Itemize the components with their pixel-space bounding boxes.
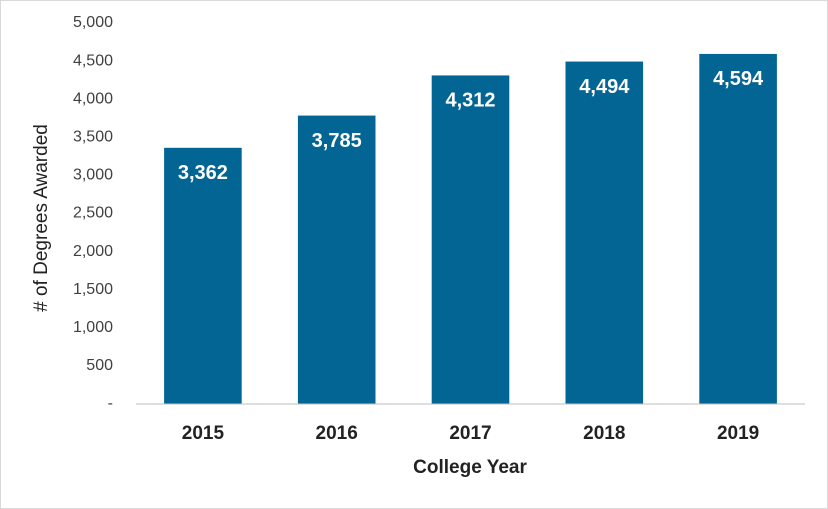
value-label: 3,785 (312, 130, 362, 152)
y-tick-label: 3,000 (73, 167, 113, 184)
bar (297, 115, 376, 404)
value-label: 3,362 (178, 162, 228, 184)
value-label: 4,494 (579, 76, 630, 98)
y-tick-label: 4,500 (73, 52, 113, 69)
x-tick-label: 2015 (182, 423, 225, 444)
y-tick-label: - (108, 395, 113, 412)
bar (164, 147, 242, 404)
x-tick-label: 2017 (449, 423, 491, 444)
y-tick-label: 2,500 (73, 205, 113, 222)
value-label: 4,312 (445, 90, 495, 112)
bar (565, 61, 644, 405)
y-axis-title: # of Degrees Awarded (31, 124, 52, 312)
x-tick-label: 2018 (583, 423, 625, 444)
x-tick-label: 2016 (316, 423, 358, 444)
bar (431, 75, 510, 404)
x-tick-label: 2019 (717, 423, 759, 444)
bar (699, 53, 777, 405)
y-tick-label: 1,000 (73, 319, 113, 336)
y-tick-label: 4,000 (73, 90, 113, 107)
x-axis-title: College Year (413, 457, 527, 478)
y-tick-label: 1,500 (73, 281, 113, 298)
y-tick-label: 500 (86, 357, 113, 374)
y-tick-label: 5,000 (73, 14, 113, 31)
y-tick-label: 2,000 (73, 243, 113, 260)
value-label: 4,594 (713, 68, 764, 90)
y-tick-label: 3,500 (73, 129, 113, 146)
